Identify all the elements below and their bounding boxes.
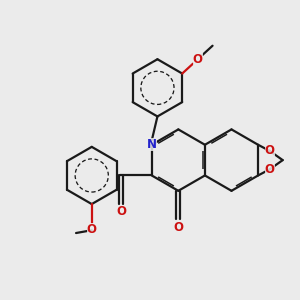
Text: O: O xyxy=(87,223,97,236)
Text: N: N xyxy=(147,138,157,151)
Text: O: O xyxy=(265,163,275,176)
Text: O: O xyxy=(265,144,275,158)
Text: O: O xyxy=(173,220,183,234)
Text: O: O xyxy=(193,53,202,66)
Text: O: O xyxy=(116,205,126,218)
